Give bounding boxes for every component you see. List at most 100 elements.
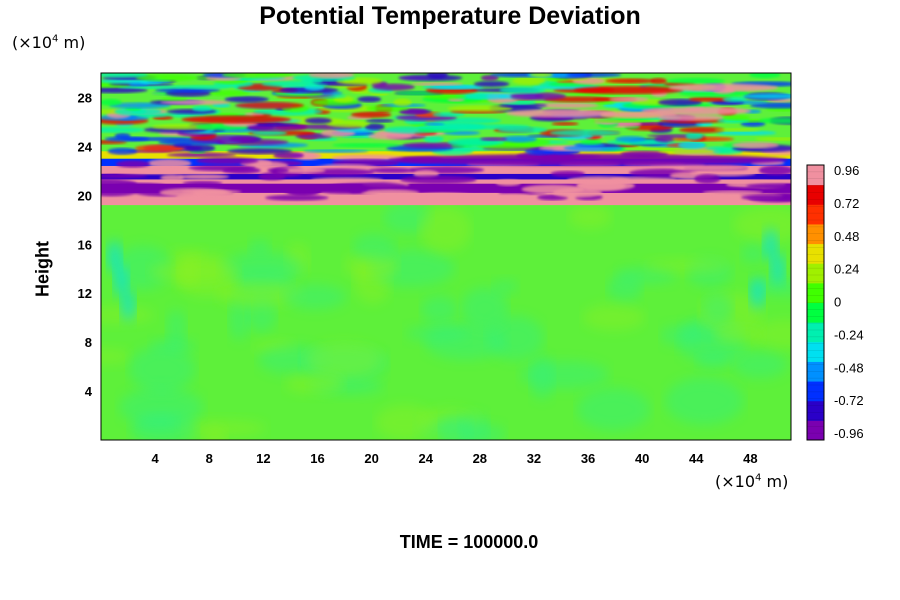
band-wave [495,179,522,186]
wave-streak [432,112,465,117]
band-wave [758,165,791,176]
tropo-patch [118,387,204,427]
wave-streak [393,98,412,107]
band-wave [746,183,791,189]
wave-streak [427,73,448,79]
band-wave [273,152,304,159]
tropo-patch [282,284,347,310]
wave-streak [688,96,733,102]
colorbar-tick-label: 0.96 [834,163,859,178]
wave-streak [175,84,231,90]
band-wave [276,167,326,174]
colorbar-swatch [807,400,824,421]
colorbar-swatch [807,361,824,382]
band-wave [673,164,749,171]
y-axis-ticks: 4 8 12 16 20 24 28 [78,90,93,399]
plot-frame [100,72,792,441]
wave-streak [749,73,781,79]
band-wave [368,167,416,173]
colorbar-swatch [807,263,824,284]
band-wave [360,189,420,197]
colorbar-tick-label: 0 [834,295,841,310]
band-wave [550,170,586,177]
wave-streak [302,149,369,154]
tropo-patch [702,293,734,323]
band-wave [702,190,764,195]
tropo-patch [644,259,729,272]
wave-streak [749,102,791,109]
colorbar-swatch [807,184,824,205]
colorbar-tick-label: -0.24 [834,327,864,342]
wave-streak [423,121,445,126]
band-wave [182,180,223,186]
tropo-cyan [749,277,766,310]
tropo-patch [375,404,435,440]
band [101,151,791,159]
tropo-patch [576,387,651,431]
wave-streak [658,149,718,154]
band-wave [101,187,137,197]
wave-streak [221,73,293,79]
wave-streak [714,128,761,132]
tropo-patch [695,353,733,367]
wave-streak [135,74,196,82]
wave-lens [181,115,292,124]
wave-streak [101,127,145,133]
y-tick-label: 8 [85,335,92,350]
wave-streak [657,98,703,106]
band-wave [178,174,230,180]
wave-lens [668,83,779,92]
tropo-patch [753,319,791,349]
tropo-cyan [113,264,130,297]
tropo-cyan [769,252,786,285]
tropo-patch [101,306,155,324]
wave-streak [192,105,212,112]
band-lens [388,153,789,166]
wave-streak [107,147,138,155]
tropo-cyan [106,240,123,273]
wave-streak [650,78,667,84]
wave-streak [731,141,780,149]
colorbar-frame [806,164,825,441]
tropo-patch [405,325,469,342]
band-wave [501,193,530,200]
colorbar-swatch [807,302,824,323]
wave-streak [666,77,726,84]
wave-streak [566,73,622,78]
colorbar: 0.96 0.72 0.48 0.24 0 -0.24 -0.48 -0.72 -0.96 [806,163,864,441]
tropo-patch [351,233,396,261]
wave-streak [501,135,538,143]
wave-streak [117,85,184,89]
wave-streak [580,139,602,145]
wave-streak [211,103,231,108]
time-label: TIME = 100000.0 [399,532,539,552]
wave-streak [411,82,464,86]
wave-streak [677,141,706,150]
wave-streak [447,105,513,112]
band-wave [411,192,474,201]
tropo-patch [128,345,196,393]
band-wave [196,157,259,165]
band-wave [115,160,151,168]
tropo-patch [732,350,788,379]
wave-streak [601,111,664,119]
wave-streak [717,130,777,136]
band-wave [101,178,138,189]
tropo-cyan [762,228,779,261]
wave-streak [722,114,750,121]
wave-streak [364,123,385,131]
x-tick-label: 12 [256,451,270,466]
tropo-patch [740,243,767,264]
band-wave [181,189,242,194]
wave-streak [591,118,652,123]
wave-streak [758,117,791,124]
wave-streak [227,148,293,155]
wave-streak [685,132,703,140]
wave-streak [101,99,122,106]
wave-streak [432,123,485,130]
wave-streak [609,97,650,102]
wave-streak [304,117,332,124]
wave-streak [224,96,269,103]
colorbar-swatch [807,420,824,441]
colorbar-tick-label: 0.24 [834,262,859,277]
